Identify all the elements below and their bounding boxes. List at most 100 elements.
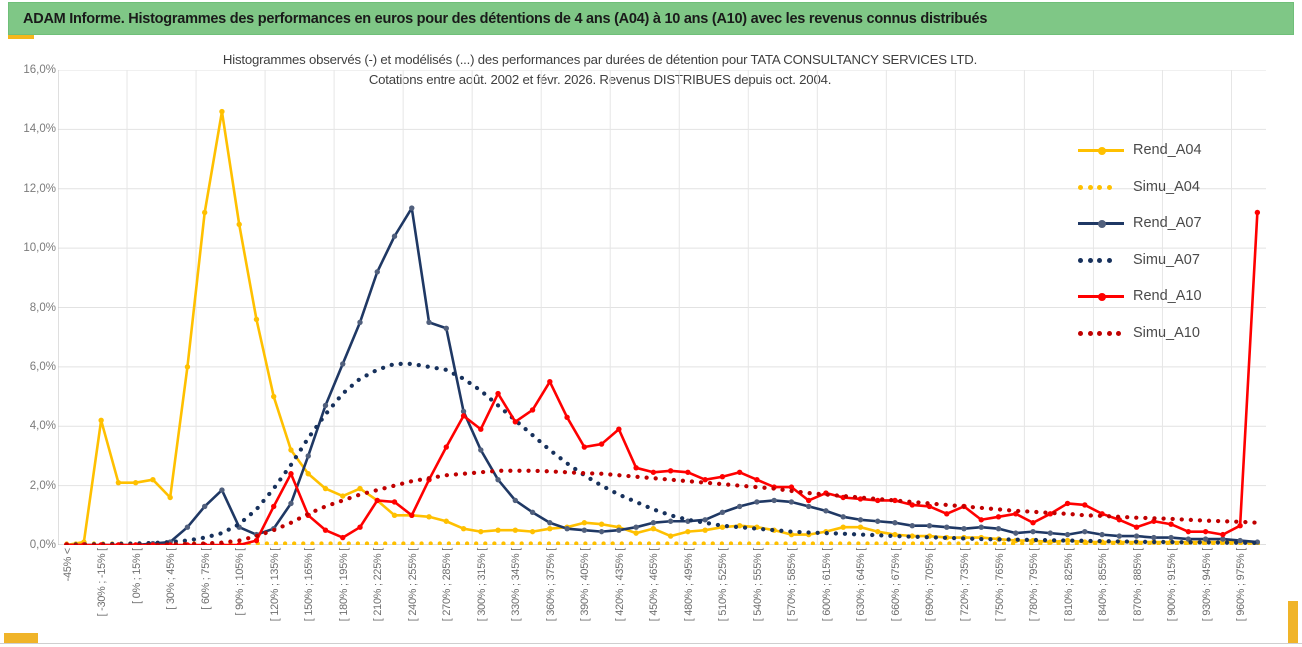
x-tick-label: [ -30% ; -15% [ xyxy=(96,548,109,617)
data-point-rend_a10 xyxy=(512,419,519,425)
legend-label: Simu_A10 xyxy=(1133,324,1200,341)
data-point-rend_a10 xyxy=(616,426,622,432)
data-point-rend_a10 xyxy=(944,511,950,517)
data-point-rend_a10 xyxy=(1185,528,1192,535)
legend-item-rend_a07[interactable]: Rend_A07 xyxy=(1075,205,1285,242)
data-point-rend_a04 xyxy=(305,471,311,477)
data-point-rend_a07 xyxy=(529,509,536,516)
x-tick-label: [ 570% ; 585% [ xyxy=(786,548,799,622)
report-banner: ADAM Informe. Histogrammes des performan… xyxy=(8,2,1294,35)
x-tick-label: [ 0% ; 15% [ xyxy=(130,548,143,604)
legend-dot xyxy=(1097,184,1102,190)
legend-swatch-simu_a04 xyxy=(1075,180,1127,194)
data-point-rend_a04 xyxy=(685,528,691,535)
data-point-rend_a07 xyxy=(719,509,726,516)
x-tick-label: [ 150% ; 165% [ xyxy=(303,548,316,622)
legend-label: Rend_A04 xyxy=(1133,142,1202,159)
data-point-rend_a04 xyxy=(426,514,432,520)
data-point-rend_a07 xyxy=(823,508,829,514)
legend-dotted-icon xyxy=(1078,184,1124,190)
data-point-rend_a07 xyxy=(805,503,812,510)
data-point-rend_a04 xyxy=(443,518,449,524)
legend-dot xyxy=(1087,184,1093,190)
plot-svg xyxy=(58,70,1266,545)
accent-bar-top-left xyxy=(8,35,34,39)
x-tick-label: [ 810% ; 825% [ xyxy=(1062,548,1075,622)
data-point-rend_a10 xyxy=(1254,209,1261,216)
x-tick-label: -45% < xyxy=(61,548,74,582)
data-point-rend_a10 xyxy=(1082,502,1088,508)
x-tick-label: [ 600% ; 615% [ xyxy=(820,548,833,622)
x-tick-label: [ 330% ; 345% [ xyxy=(510,548,523,622)
data-point-rend_a07 xyxy=(460,408,467,415)
legend-item-simu_a10[interactable]: Simu_A10 xyxy=(1075,315,1285,352)
data-point-rend_a04 xyxy=(322,485,329,492)
legend-label: Rend_A10 xyxy=(1133,288,1202,305)
x-tick-label: [ 660% ; 675% [ xyxy=(889,548,902,622)
x-axis: -45% < [ -30% ; -15% [ [ 0% ; 15% [ [ 30% ;… xyxy=(58,548,1266,647)
y-tick-label: 12,0% xyxy=(23,182,56,195)
data-point-rend_a10 xyxy=(132,542,139,545)
data-point-rend_a10 xyxy=(892,497,898,504)
y-tick-label: 0,0% xyxy=(29,539,56,551)
x-tick-label: [ 900% ; 915% [ xyxy=(1166,548,1179,622)
legend-dotted-icon xyxy=(1078,257,1124,263)
data-point-rend_a07 xyxy=(201,503,208,510)
x-tick-label: [ 690% ; 705% [ xyxy=(924,548,937,622)
data-point-rend_a07 xyxy=(702,517,708,523)
legend-item-rend_a10[interactable]: Rend_A10 xyxy=(1075,278,1285,315)
data-point-rend_a07 xyxy=(409,205,415,211)
data-point-rend_a10 xyxy=(529,407,536,413)
chart-title-line2: Cotations entre août. 2002 et févr. 2026… xyxy=(368,72,832,87)
data-point-rend_a10 xyxy=(581,444,588,450)
data-point-rend_a07 xyxy=(978,524,984,530)
y-tick-label: 14,0% xyxy=(23,123,56,136)
data-point-rend_a04 xyxy=(840,524,846,530)
y-tick-label: 6,0% xyxy=(29,360,56,373)
data-point-rend_a04 xyxy=(253,316,260,323)
legend-label: Simu_A04 xyxy=(1133,178,1200,195)
data-point-rend_a07 xyxy=(1116,533,1123,539)
data-point-rend_a07 xyxy=(857,517,864,523)
legend-item-simu_a07[interactable]: Simu_A07 xyxy=(1075,242,1285,279)
data-point-rend_a07 xyxy=(547,520,553,526)
data-point-rend_a04 xyxy=(857,524,864,530)
accent-bar-bottom-left xyxy=(4,633,38,643)
data-point-rend_a07 xyxy=(1168,534,1174,541)
x-tick-label: [ 30% ; 45% [ xyxy=(165,548,178,610)
data-point-rend_a10 xyxy=(598,441,605,447)
legend-item-simu_a04[interactable]: Simu_A04 xyxy=(1075,169,1285,206)
x-tick-label: [ 630% ; 645% [ xyxy=(855,548,868,622)
data-point-rend_a04 xyxy=(581,520,588,526)
data-point-rend_a07 xyxy=(892,520,898,526)
data-point-rend_a07 xyxy=(184,524,191,530)
data-point-rend_a10 xyxy=(443,444,449,450)
data-point-rend_a07 xyxy=(495,476,501,483)
data-point-rend_a10 xyxy=(754,476,760,483)
data-point-rend_a10 xyxy=(340,534,346,541)
legend-dot xyxy=(1087,257,1093,263)
y-tick-label: 2,0% xyxy=(29,479,56,492)
data-point-rend_a07 xyxy=(995,525,1002,532)
data-point-rend_a10 xyxy=(288,471,294,477)
data-point-rend_a07 xyxy=(840,514,846,520)
data-point-rend_a10 xyxy=(1202,528,1209,535)
data-point-rend_a07 xyxy=(219,487,225,493)
accent-bar-bottom-right xyxy=(1288,601,1298,643)
data-point-rend_a10 xyxy=(650,469,657,475)
series-line-rend_a04 xyxy=(65,110,1259,545)
x-tick-label: [ 420% ; 435% [ xyxy=(613,548,626,622)
data-point-rend_a07 xyxy=(771,497,777,504)
data-point-rend_a07 xyxy=(788,499,795,505)
legend-swatch-simu_a10 xyxy=(1075,326,1127,340)
x-tick-label: [ 120% ; 135% [ xyxy=(268,548,281,622)
data-point-rend_a07 xyxy=(1064,531,1071,538)
data-point-rend_a04 xyxy=(512,527,519,533)
data-point-rend_a04 xyxy=(357,485,363,492)
x-tick-label: [ 930% ; 945% [ xyxy=(1200,548,1213,622)
data-point-rend_a10 xyxy=(875,497,881,504)
data-point-rend_a10 xyxy=(685,469,691,475)
x-tick-label: [ 960% ; 975% [ xyxy=(1235,548,1248,622)
data-point-rend_a04 xyxy=(547,525,553,532)
legend-item-rend_a04[interactable]: Rend_A04 xyxy=(1075,132,1285,169)
